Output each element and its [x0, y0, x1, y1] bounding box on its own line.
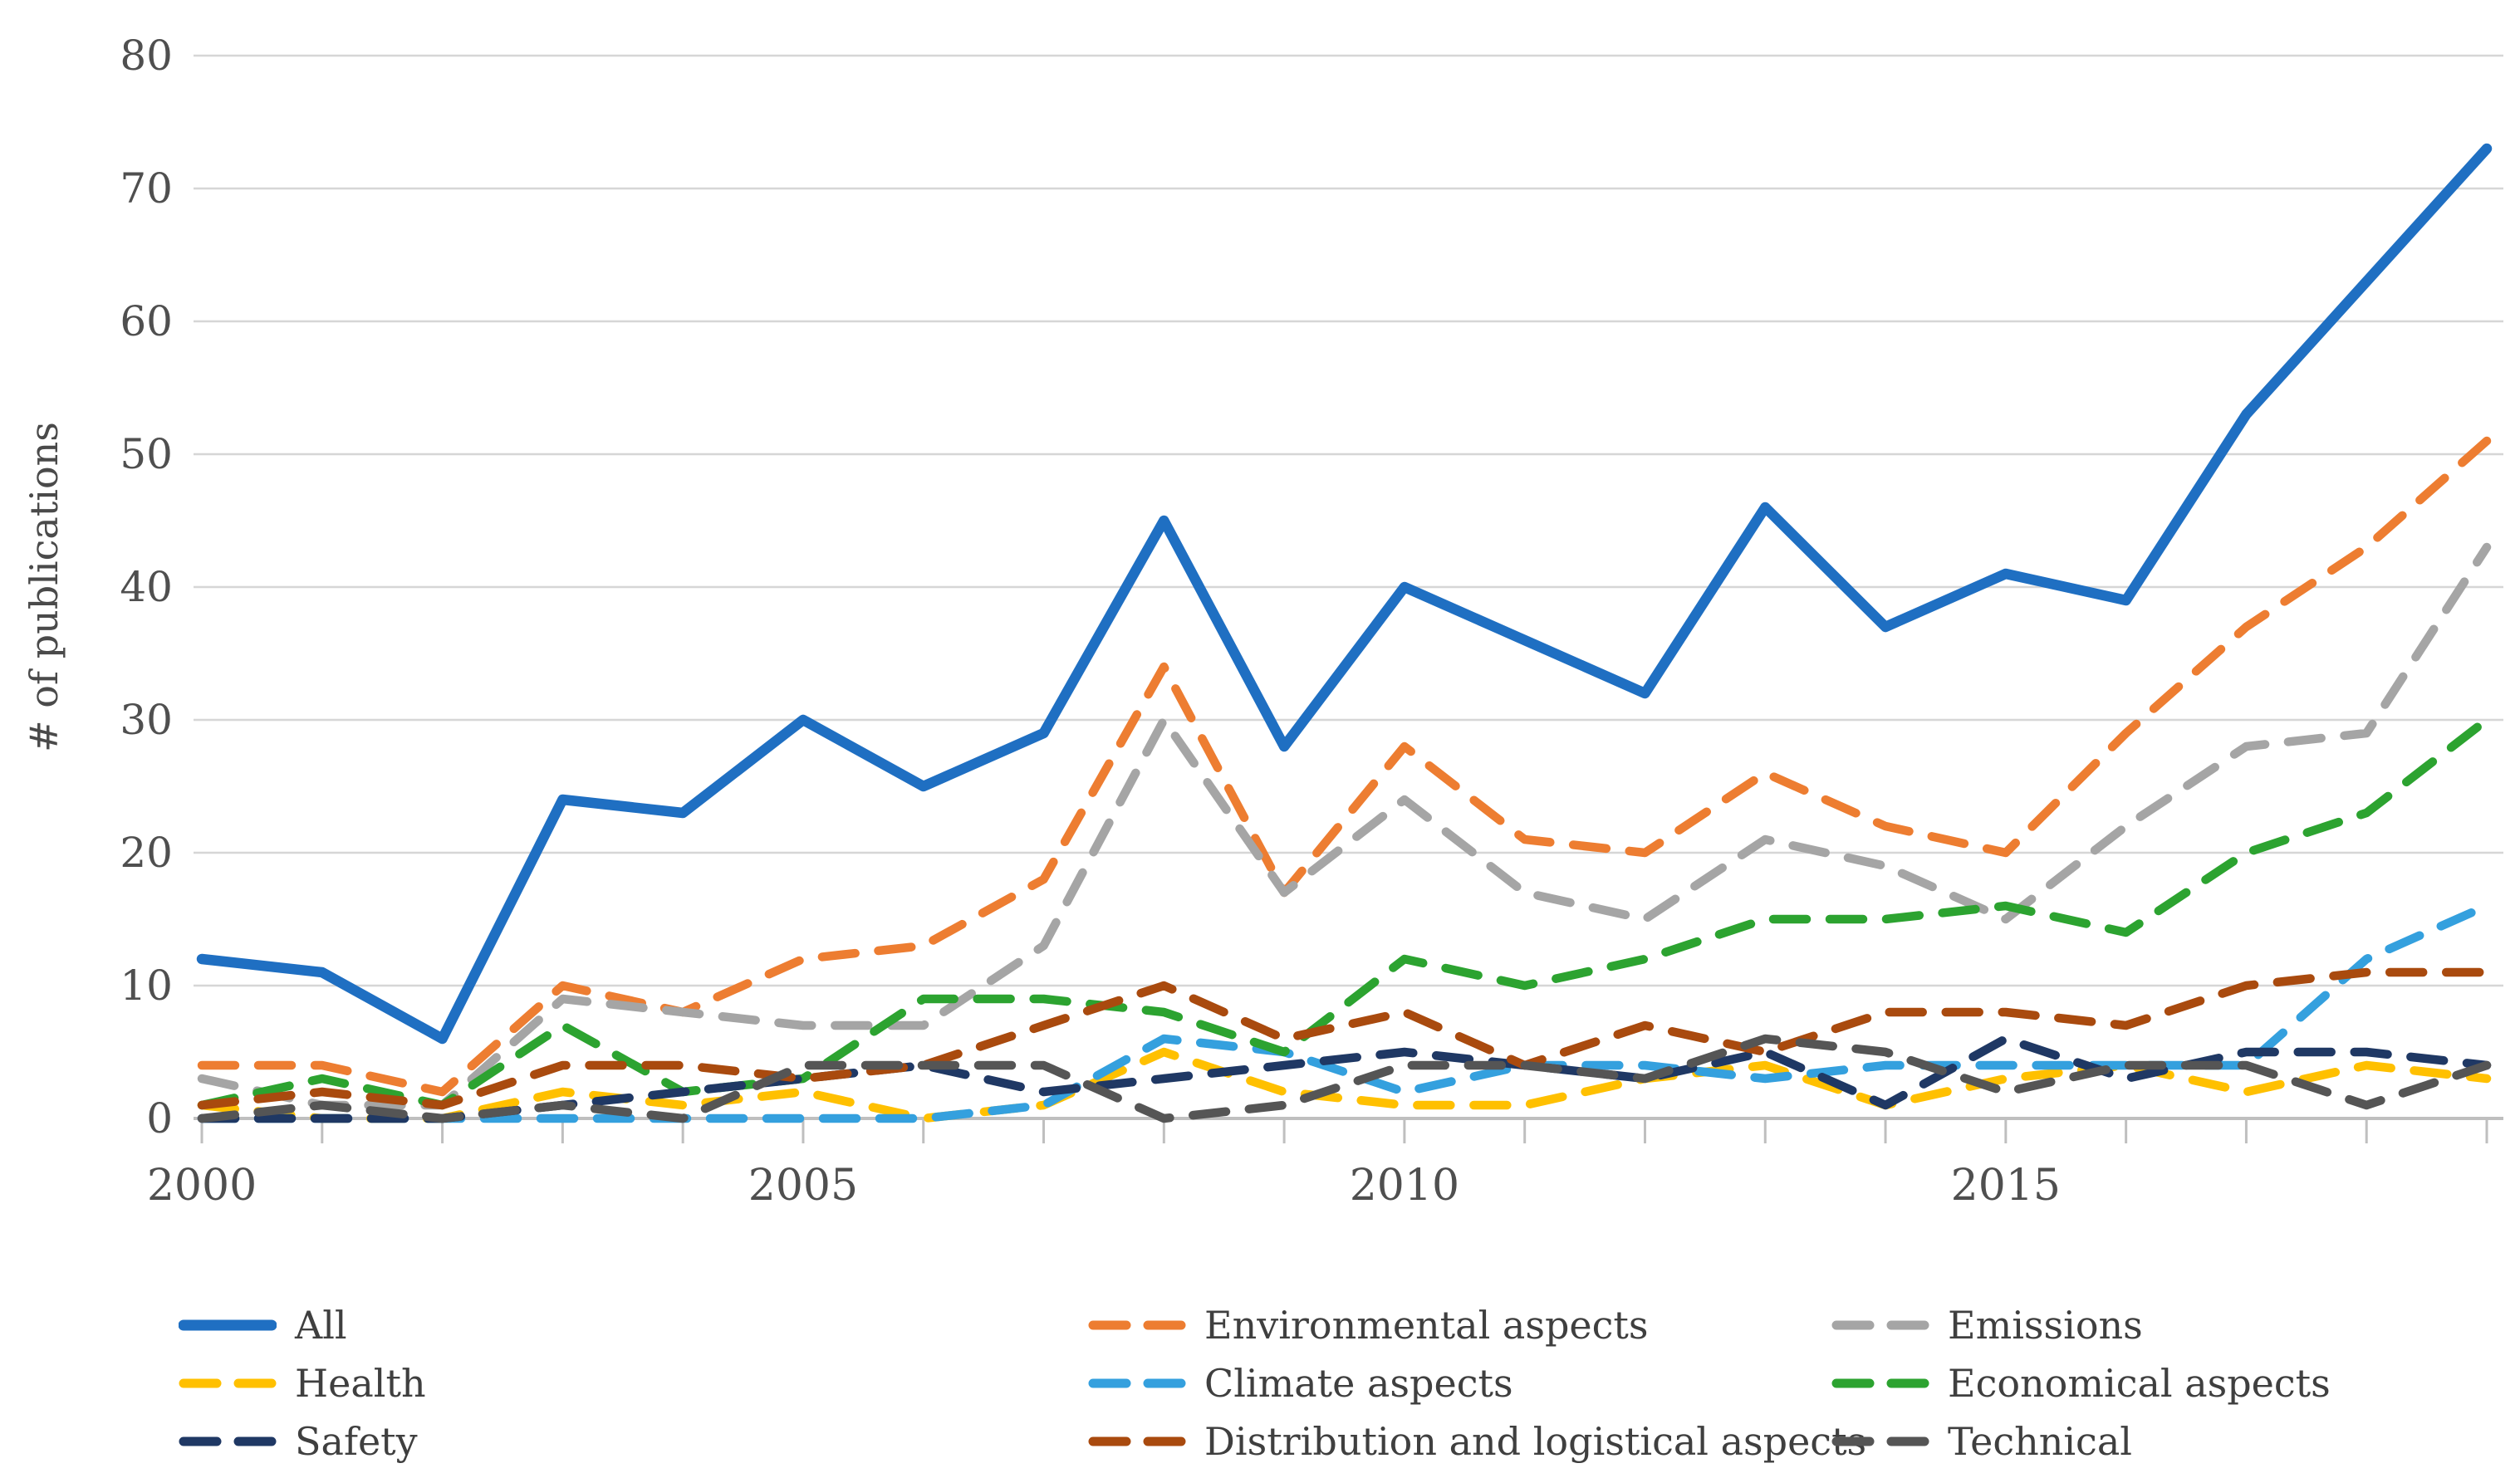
y-tick-label: 60	[120, 297, 173, 345]
y-tick-label: 0	[146, 1094, 173, 1143]
legend-swatch-line	[1831, 1378, 1929, 1388]
legend-item: Health	[179, 1361, 426, 1406]
x-tick-label: 2010	[1349, 1161, 1460, 1211]
legend-label: Emissions	[1948, 1303, 2143, 1348]
legend-item: Economical aspects	[1831, 1361, 2331, 1406]
legend-item: Technical	[1831, 1419, 2331, 1464]
legend-item: All	[179, 1303, 426, 1348]
legend-label: Climate aspects	[1204, 1361, 1513, 1406]
legend-item: Climate aspects	[1088, 1361, 1866, 1406]
series-line-all	[196, 143, 2493, 1045]
legend-swatch-line	[1088, 1378, 1186, 1388]
legend-swatch-line	[1088, 1320, 1186, 1330]
y-tick-label: 20	[120, 829, 173, 877]
y-tick-label: 50	[120, 430, 173, 478]
y-tick-label: 80	[120, 32, 173, 80]
legend-item: Emissions	[1831, 1303, 2331, 1348]
legend-swatch-line	[179, 1378, 277, 1388]
y-tick-label: 40	[120, 563, 173, 611]
legend-label: Technical	[1948, 1419, 2132, 1464]
x-tick-label: 2000	[146, 1161, 257, 1211]
legend-label: Safety	[295, 1419, 418, 1464]
legend-swatch-line	[1831, 1320, 1929, 1330]
legend-swatch-line	[179, 1436, 277, 1446]
y-tick-label: 10	[120, 962, 173, 1010]
legend-item: Distribution and logistical aspects	[1088, 1419, 1867, 1464]
legend-swatch-line	[179, 1319, 277, 1331]
series-line-emissions	[197, 542, 2492, 1110]
series-line-economical-aspects	[197, 715, 2492, 1110]
legend-label: Health	[295, 1361, 426, 1406]
legend-label: Environmental aspects	[1204, 1303, 1649, 1348]
x-tick-label: 2015	[1950, 1161, 2061, 1211]
legend-item: Environmental aspects	[1088, 1303, 1866, 1348]
y-tick-label: 30	[120, 696, 173, 744]
legend-label: All	[295, 1303, 347, 1348]
legend-column: Emissions Economical aspects Technical	[1831, 1303, 2331, 1464]
legend-item: Safety	[179, 1419, 426, 1464]
series-line-technical	[197, 1034, 2492, 1123]
legend-column: All Health Safety	[179, 1303, 426, 1464]
legend-label: Economical aspects	[1948, 1361, 2331, 1406]
legend-swatch-line	[1088, 1436, 1186, 1446]
y-tick-label: 70	[120, 164, 173, 213]
series-line-climate-aspects	[197, 901, 2492, 1123]
legend-label: Distribution and logistical aspects	[1204, 1419, 1867, 1464]
legend-swatch-line	[1831, 1436, 1929, 1446]
series-line-environmental-aspects	[197, 436, 2492, 1097]
x-tick-label: 2005	[748, 1161, 859, 1211]
legend-column: Environmental aspects Climate aspects Dist…	[1088, 1303, 1867, 1464]
